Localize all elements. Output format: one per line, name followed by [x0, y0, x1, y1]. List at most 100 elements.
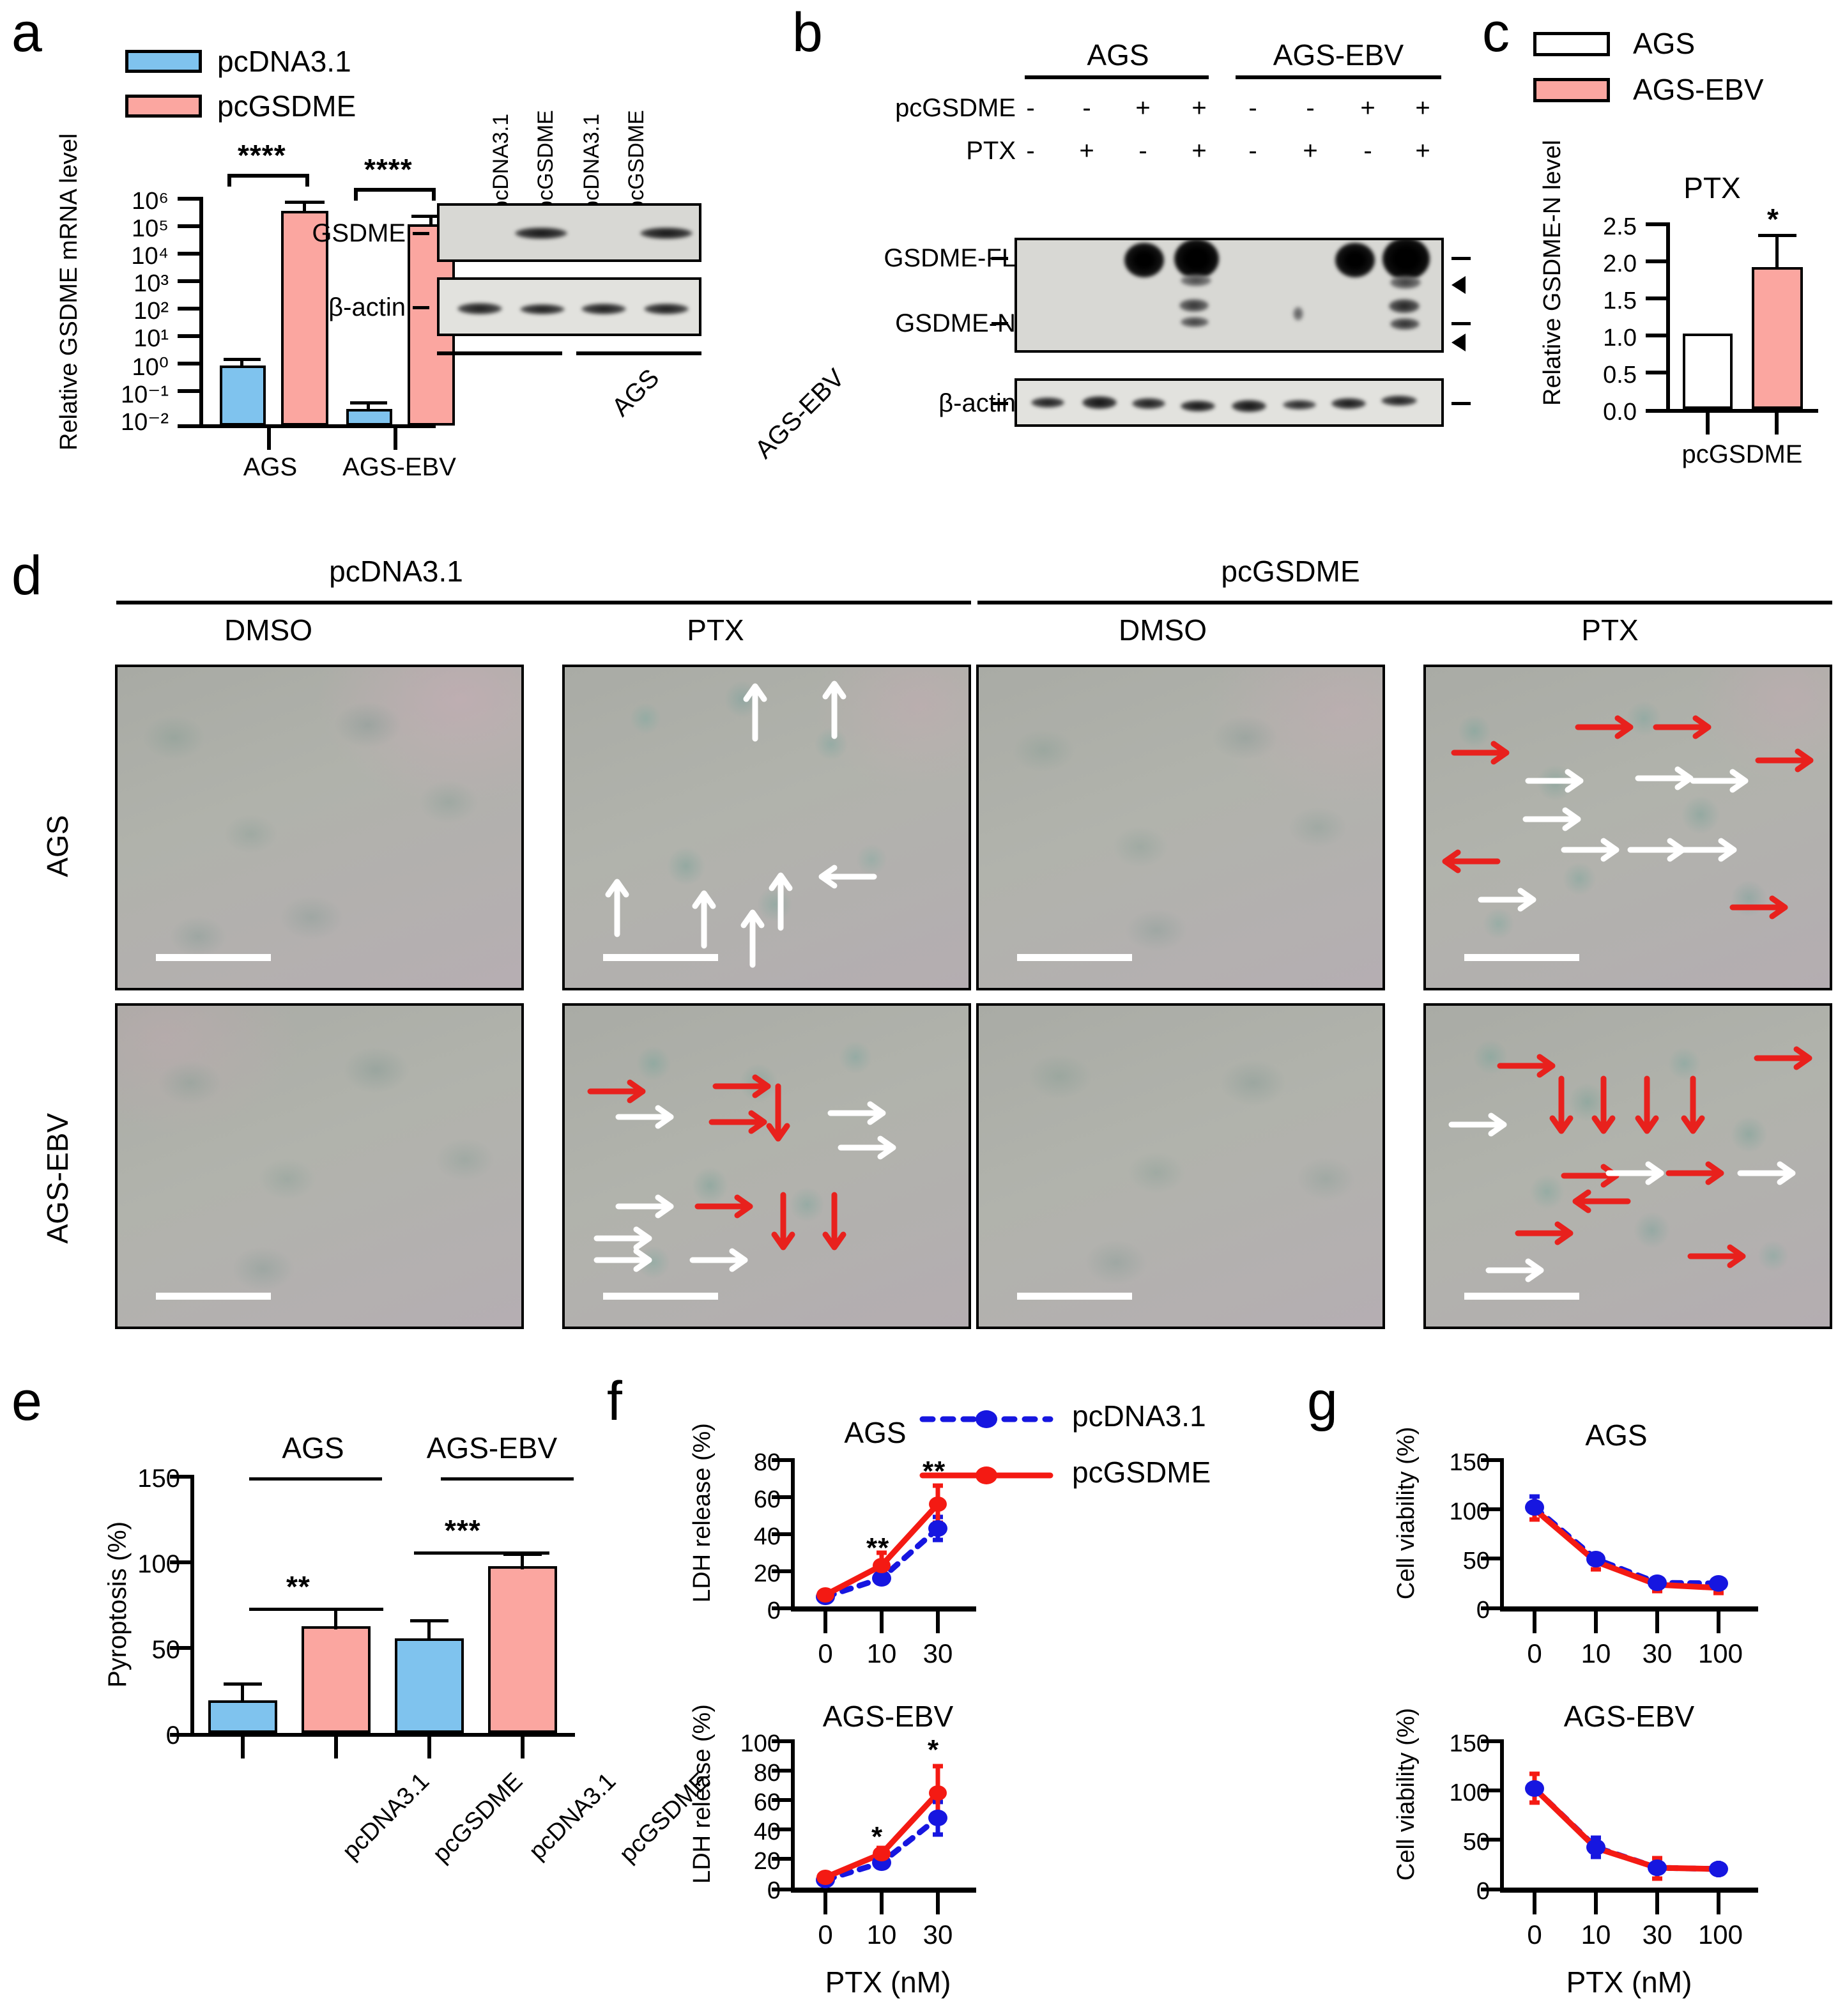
arrow-red — [1572, 1189, 1631, 1213]
g-ebv-ytick-0: 0 — [1476, 1878, 1490, 1905]
panel-a-letter: a — [11, 2, 42, 63]
panel-b-letter: b — [792, 2, 823, 63]
panel-d-row-agsebv: AGS-EBV — [40, 1112, 74, 1244]
panel-c-title: PTX — [1683, 171, 1741, 204]
blot-gsdme-box — [437, 203, 701, 262]
bar-c-agsebv — [1752, 267, 1803, 409]
sig-line-e-ags — [249, 1608, 383, 1611]
f-ags-xtick-0: 0 — [818, 1638, 833, 1668]
panel-a-bars — [215, 179, 455, 428]
arrow-white — [822, 681, 846, 739]
panel-d-col-dmso-2: DMSO — [1119, 613, 1207, 647]
ytick-1em1: 10⁻¹ — [121, 381, 169, 408]
blot-actin-box — [437, 277, 701, 336]
panel-f-agsebv-series — [816, 1764, 947, 1888]
xtick-agsebv: AGS-EBV — [342, 453, 456, 481]
xtick-ags: AGS — [243, 453, 298, 481]
panel-b-label-gsdme-n: GSDME-N — [895, 309, 1016, 337]
panel-g-agsebv-series — [1525, 1771, 1728, 1881]
arrow-white — [818, 865, 877, 889]
f-ebv-annot-10: * — [871, 1821, 884, 1852]
ytick-1e0: 10⁰ — [132, 354, 169, 381]
f-ags-ytick-60: 60 — [753, 1486, 781, 1513]
micrograph-agsebv-pcdna31-dmso — [115, 1003, 524, 1329]
arrow-red — [766, 1083, 790, 1142]
blot-row-gsdme: GSDME — [312, 219, 406, 247]
arrow-red — [587, 1079, 646, 1104]
g-ebv-ytick-50: 50 — [1462, 1829, 1490, 1856]
micrograph-agsebv-pcdna31-ptx — [562, 1003, 971, 1329]
arrow-red — [1635, 1075, 1659, 1134]
legend-label-ags: AGS — [1633, 27, 1696, 60]
pcgsdme-lane-4: + — [1191, 94, 1207, 122]
f-ebv-annot-30: * — [928, 1734, 940, 1766]
scale-bar — [1464, 1293, 1579, 1300]
legend-swatch-pcdna31 — [125, 50, 202, 73]
panel-f-letter: f — [607, 1371, 622, 1432]
legend-label-pcgsdme: pcGSDME — [217, 89, 356, 123]
f-ebv-ytick-80: 80 — [753, 1760, 781, 1787]
f-ags-ytick-20: 20 — [753, 1560, 781, 1587]
legend-marker-f-pcdna31 — [919, 1410, 1053, 1429]
blot-group-ags: AGS — [606, 364, 665, 422]
blot-lane-2: pcGSDME — [533, 110, 558, 213]
arrow-red — [1442, 849, 1501, 873]
arrow-white — [1478, 888, 1536, 912]
arrow-white — [1635, 766, 1694, 790]
scale-bar — [156, 954, 271, 961]
panel-d-letter: d — [11, 545, 42, 606]
panel-c-xtick: pcGSDME — [1681, 440, 1803, 468]
pcgsdme-lane-3: + — [1135, 94, 1151, 122]
f-ebv-xtick-10: 10 — [866, 1920, 897, 1950]
panel-d-col-ptx-1: PTX — [687, 613, 744, 647]
legend-swatch-pcgsdme — [125, 95, 202, 118]
arrow-white — [1448, 1112, 1507, 1137]
g-ags-ytick-150: 150 — [1449, 1449, 1490, 1476]
pcgsdme-lane-2: - — [1082, 94, 1091, 122]
arrow-red — [1666, 1161, 1724, 1185]
scale-bar — [1464, 954, 1579, 961]
arrow-red — [694, 1194, 753, 1219]
arrow-white — [594, 1226, 652, 1250]
blot-row-actin: β-actin — [328, 293, 406, 321]
panel-f-ags-series — [816, 1483, 947, 1605]
panel-e-letter: e — [11, 1371, 42, 1432]
legend-label-f-pcgsdme: pcGSDME — [1072, 1456, 1211, 1489]
e-ytick-100: 100 — [137, 1550, 180, 1578]
panel-a-yaxis — [199, 197, 203, 428]
panel-g-xlabel: PTX (nM) — [1566, 1966, 1692, 1999]
e-ytick-50: 50 — [151, 1636, 181, 1664]
arrow-red — [1687, 1244, 1746, 1268]
sig-stars-e-ags: ** — [286, 1570, 310, 1603]
arrow-red — [1549, 1075, 1574, 1134]
panel-b-group-agsebv: AGS-EBV — [1273, 38, 1404, 72]
panel-f-agsebv-title: AGS-EBV — [822, 1700, 954, 1733]
scale-bar — [156, 1293, 271, 1300]
arrow-white — [743, 683, 767, 742]
pcgsdme-lane-1: - — [1026, 94, 1035, 122]
panel-g-agsebv-title: AGS-EBV — [1563, 1700, 1695, 1733]
panel-a-blot: pcDNA3.1 pcGSDME pcDNA3.1 pcGSDME GSDME … — [312, 19, 850, 479]
g-ebv-xtick-30: 30 — [1642, 1920, 1673, 1950]
g-ags-ytick-50: 50 — [1462, 1548, 1490, 1574]
arrow-white — [1561, 838, 1620, 862]
ytick-1em2: 10⁻² — [121, 409, 169, 436]
arrow-red — [712, 1074, 771, 1098]
sig-bracket-ags — [227, 174, 309, 187]
arrow-white — [692, 890, 716, 949]
ptx-lane-6: + — [1303, 137, 1318, 165]
scale-bar — [1017, 954, 1132, 961]
scale-bar — [603, 1293, 718, 1300]
arrow-white — [1522, 807, 1581, 831]
pcgsdme-lane-8: + — [1415, 94, 1430, 122]
g-ags-xtick-10: 10 — [1581, 1638, 1611, 1668]
panel-a-ylabel: Relative GSDME mRNA level — [56, 133, 83, 450]
f-ags-ytick-0: 0 — [767, 1597, 781, 1624]
panel-e-xaxis — [190, 1733, 575, 1737]
ytick-1e5: 10⁵ — [131, 215, 169, 242]
c-ytick-15: 1.5 — [1603, 288, 1637, 314]
arrow-red — [1515, 1221, 1574, 1245]
f-ebv-xtick-0: 0 — [818, 1920, 833, 1950]
arrow-red — [1653, 715, 1712, 739]
panel-b-label-gsdme-fl: GSDME-FL — [884, 244, 1016, 272]
